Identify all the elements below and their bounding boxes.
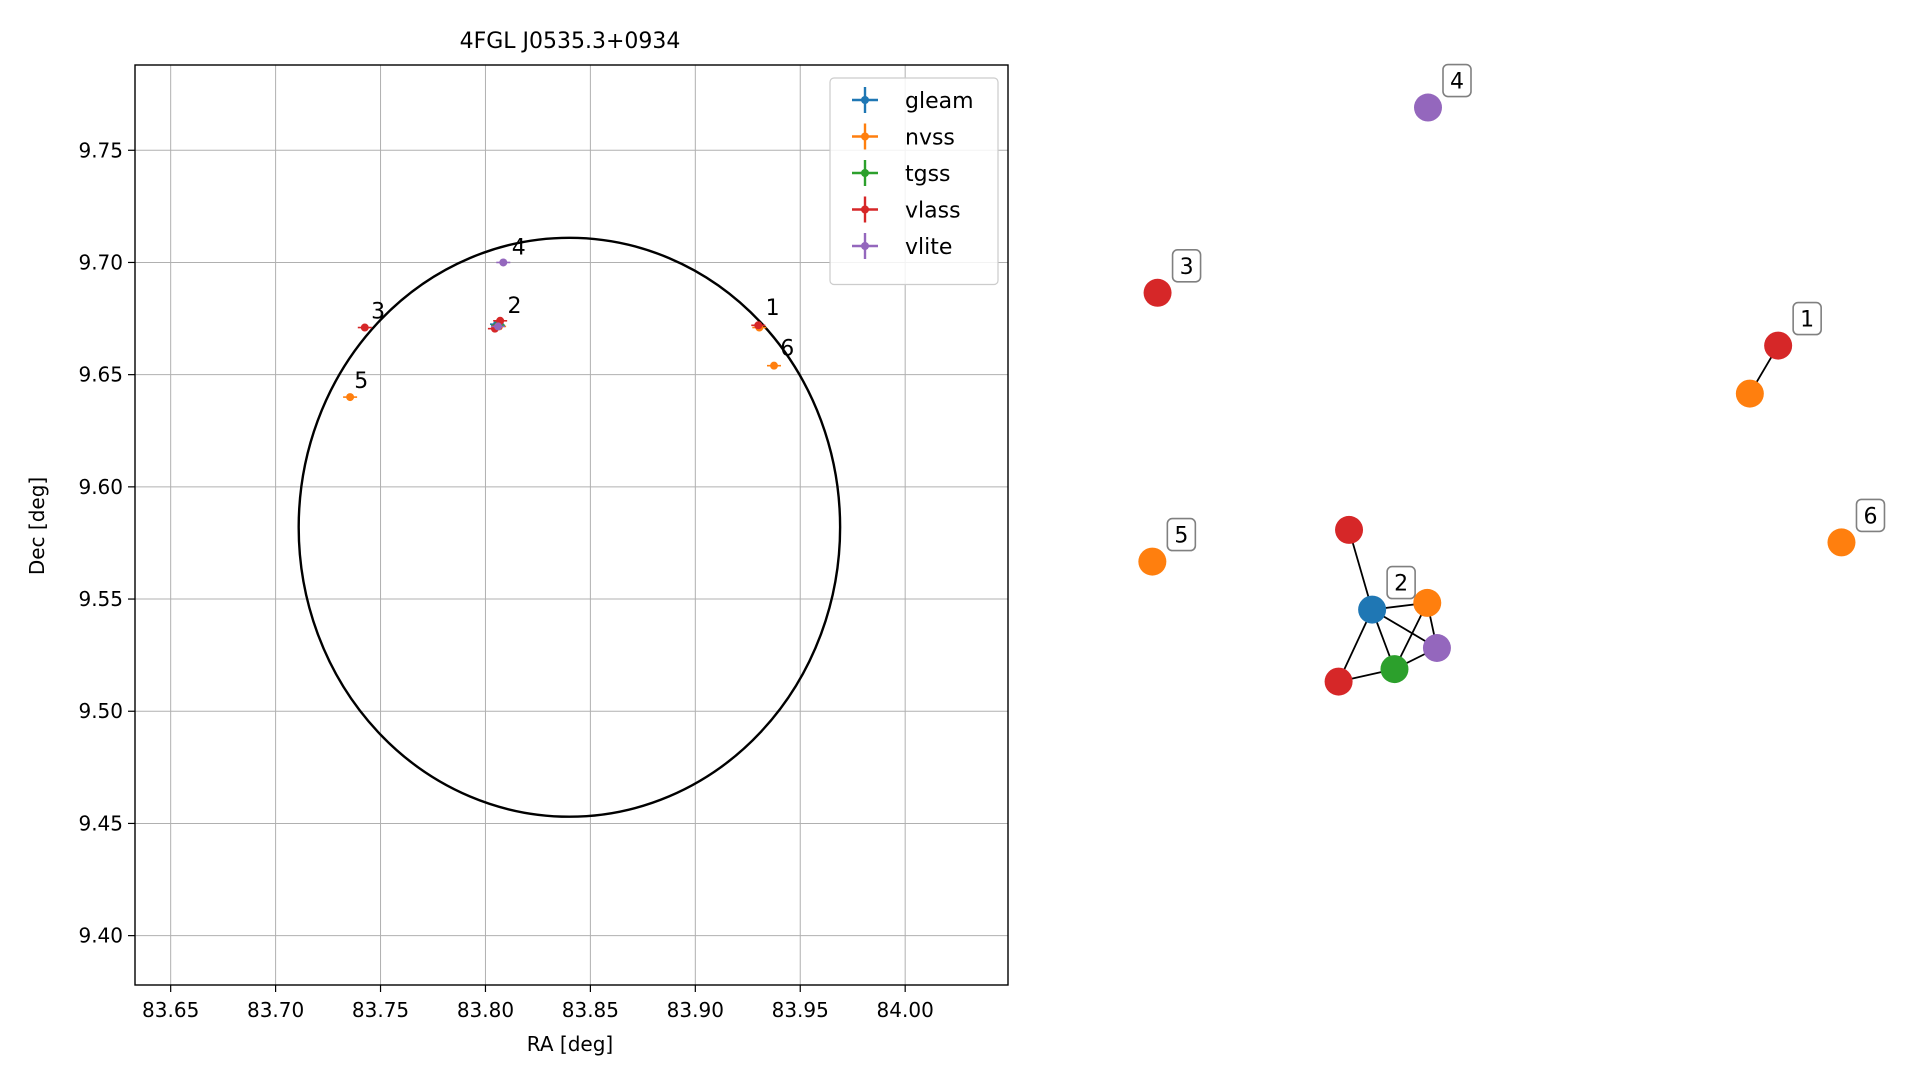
legend-label-vlite: vlite — [905, 235, 952, 260]
network-graph: 1 2 3 4 5 6 — [1138, 63, 1886, 696]
x-tick-label: 83.95 — [772, 998, 829, 1022]
search-circle — [297, 236, 842, 818]
network-label-box — [1442, 63, 1472, 98]
network-node-label: 2 — [1394, 572, 1408, 597]
data-point-vlite — [499, 258, 508, 267]
annotation-label: 3 — [371, 300, 385, 325]
annotation-label: 2 — [507, 294, 521, 319]
x-tick-label: 83.65 — [142, 998, 199, 1022]
y-tick-label: 9.55 — [78, 587, 123, 611]
network-node-label: 3 — [1180, 255, 1194, 280]
x-tick-label: 83.80 — [457, 998, 514, 1022]
y-tick-label: 9.75 — [78, 138, 123, 162]
y-tick-label: 9.65 — [78, 363, 123, 387]
y-tick-label: 9.50 — [78, 699, 123, 723]
legend-label-tgss: tgss — [905, 162, 951, 187]
y-tick-label: 9.70 — [78, 250, 123, 274]
network-node — [1764, 331, 1793, 360]
network-node — [1413, 588, 1442, 617]
x-tick-label: 84.00 — [877, 998, 934, 1022]
network-node — [1324, 667, 1353, 696]
y-tick-label: 9.45 — [78, 811, 123, 835]
network-node — [1414, 93, 1442, 122]
x-tick-label: 83.75 — [352, 998, 409, 1022]
legend-label-vlass: vlass — [905, 199, 961, 224]
legend-marker-dot — [861, 242, 869, 250]
legend-marker-dot — [861, 169, 869, 177]
network-node — [1422, 634, 1451, 662]
data-point-vlass — [360, 323, 369, 332]
network-node-label: 6 — [1863, 504, 1877, 529]
annotation-label: 5 — [354, 369, 368, 394]
data-point-nvss — [346, 393, 355, 402]
network-label-box — [1171, 249, 1202, 283]
annotation-label: 1 — [766, 296, 780, 321]
legend-label-nvss: nvss — [905, 126, 955, 151]
network-node — [1735, 379, 1764, 408]
network-node — [1335, 515, 1364, 544]
legend-label-gleam: gleam — [905, 89, 974, 114]
chart-title: 4FGL J0535.3+0934 — [460, 29, 681, 54]
x-axis-label: RA [deg] — [527, 1032, 613, 1056]
network-node — [1143, 278, 1172, 307]
annotation-label: 6 — [780, 337, 794, 362]
network-node — [1358, 595, 1387, 624]
legend-marker-dot — [861, 96, 869, 104]
axes-frame — [134, 64, 1009, 986]
annotation-label: 4 — [512, 236, 526, 261]
network-node-label: 5 — [1174, 524, 1188, 549]
network-node — [1827, 528, 1856, 557]
network-node — [1138, 547, 1167, 576]
data-point-nvss — [770, 361, 779, 370]
network-label-box — [1386, 565, 1416, 600]
network-node-label: 1 — [1800, 308, 1814, 333]
data-point-vlite — [494, 322, 503, 331]
legend-box — [829, 77, 999, 286]
network-label-box — [1855, 498, 1886, 533]
network-label-box — [1792, 301, 1822, 336]
y-tick-label: 9.60 — [78, 475, 123, 499]
legend-marker-dot — [861, 132, 869, 141]
x-tick-label: 83.90 — [667, 998, 724, 1022]
x-tick-label: 83.85 — [562, 998, 619, 1022]
legend-marker-dot — [861, 205, 869, 214]
legend: gleam nvss tgss vlass vlite — [829, 77, 999, 286]
network-label-box — [1166, 517, 1197, 552]
data-point-vlass — [754, 321, 763, 330]
network-node-label: 4 — [1450, 70, 1464, 95]
x-tick-label: 83.70 — [247, 998, 304, 1022]
y-axis-label: Dec [deg] — [25, 477, 49, 575]
network-node — [1380, 655, 1409, 684]
scatter-plot-area: 83.65 83.70 83.75 83.80 83.85 83.90 83.95 84.00… — [78, 64, 1009, 1022]
y-tick-label: 9.40 — [78, 924, 123, 948]
